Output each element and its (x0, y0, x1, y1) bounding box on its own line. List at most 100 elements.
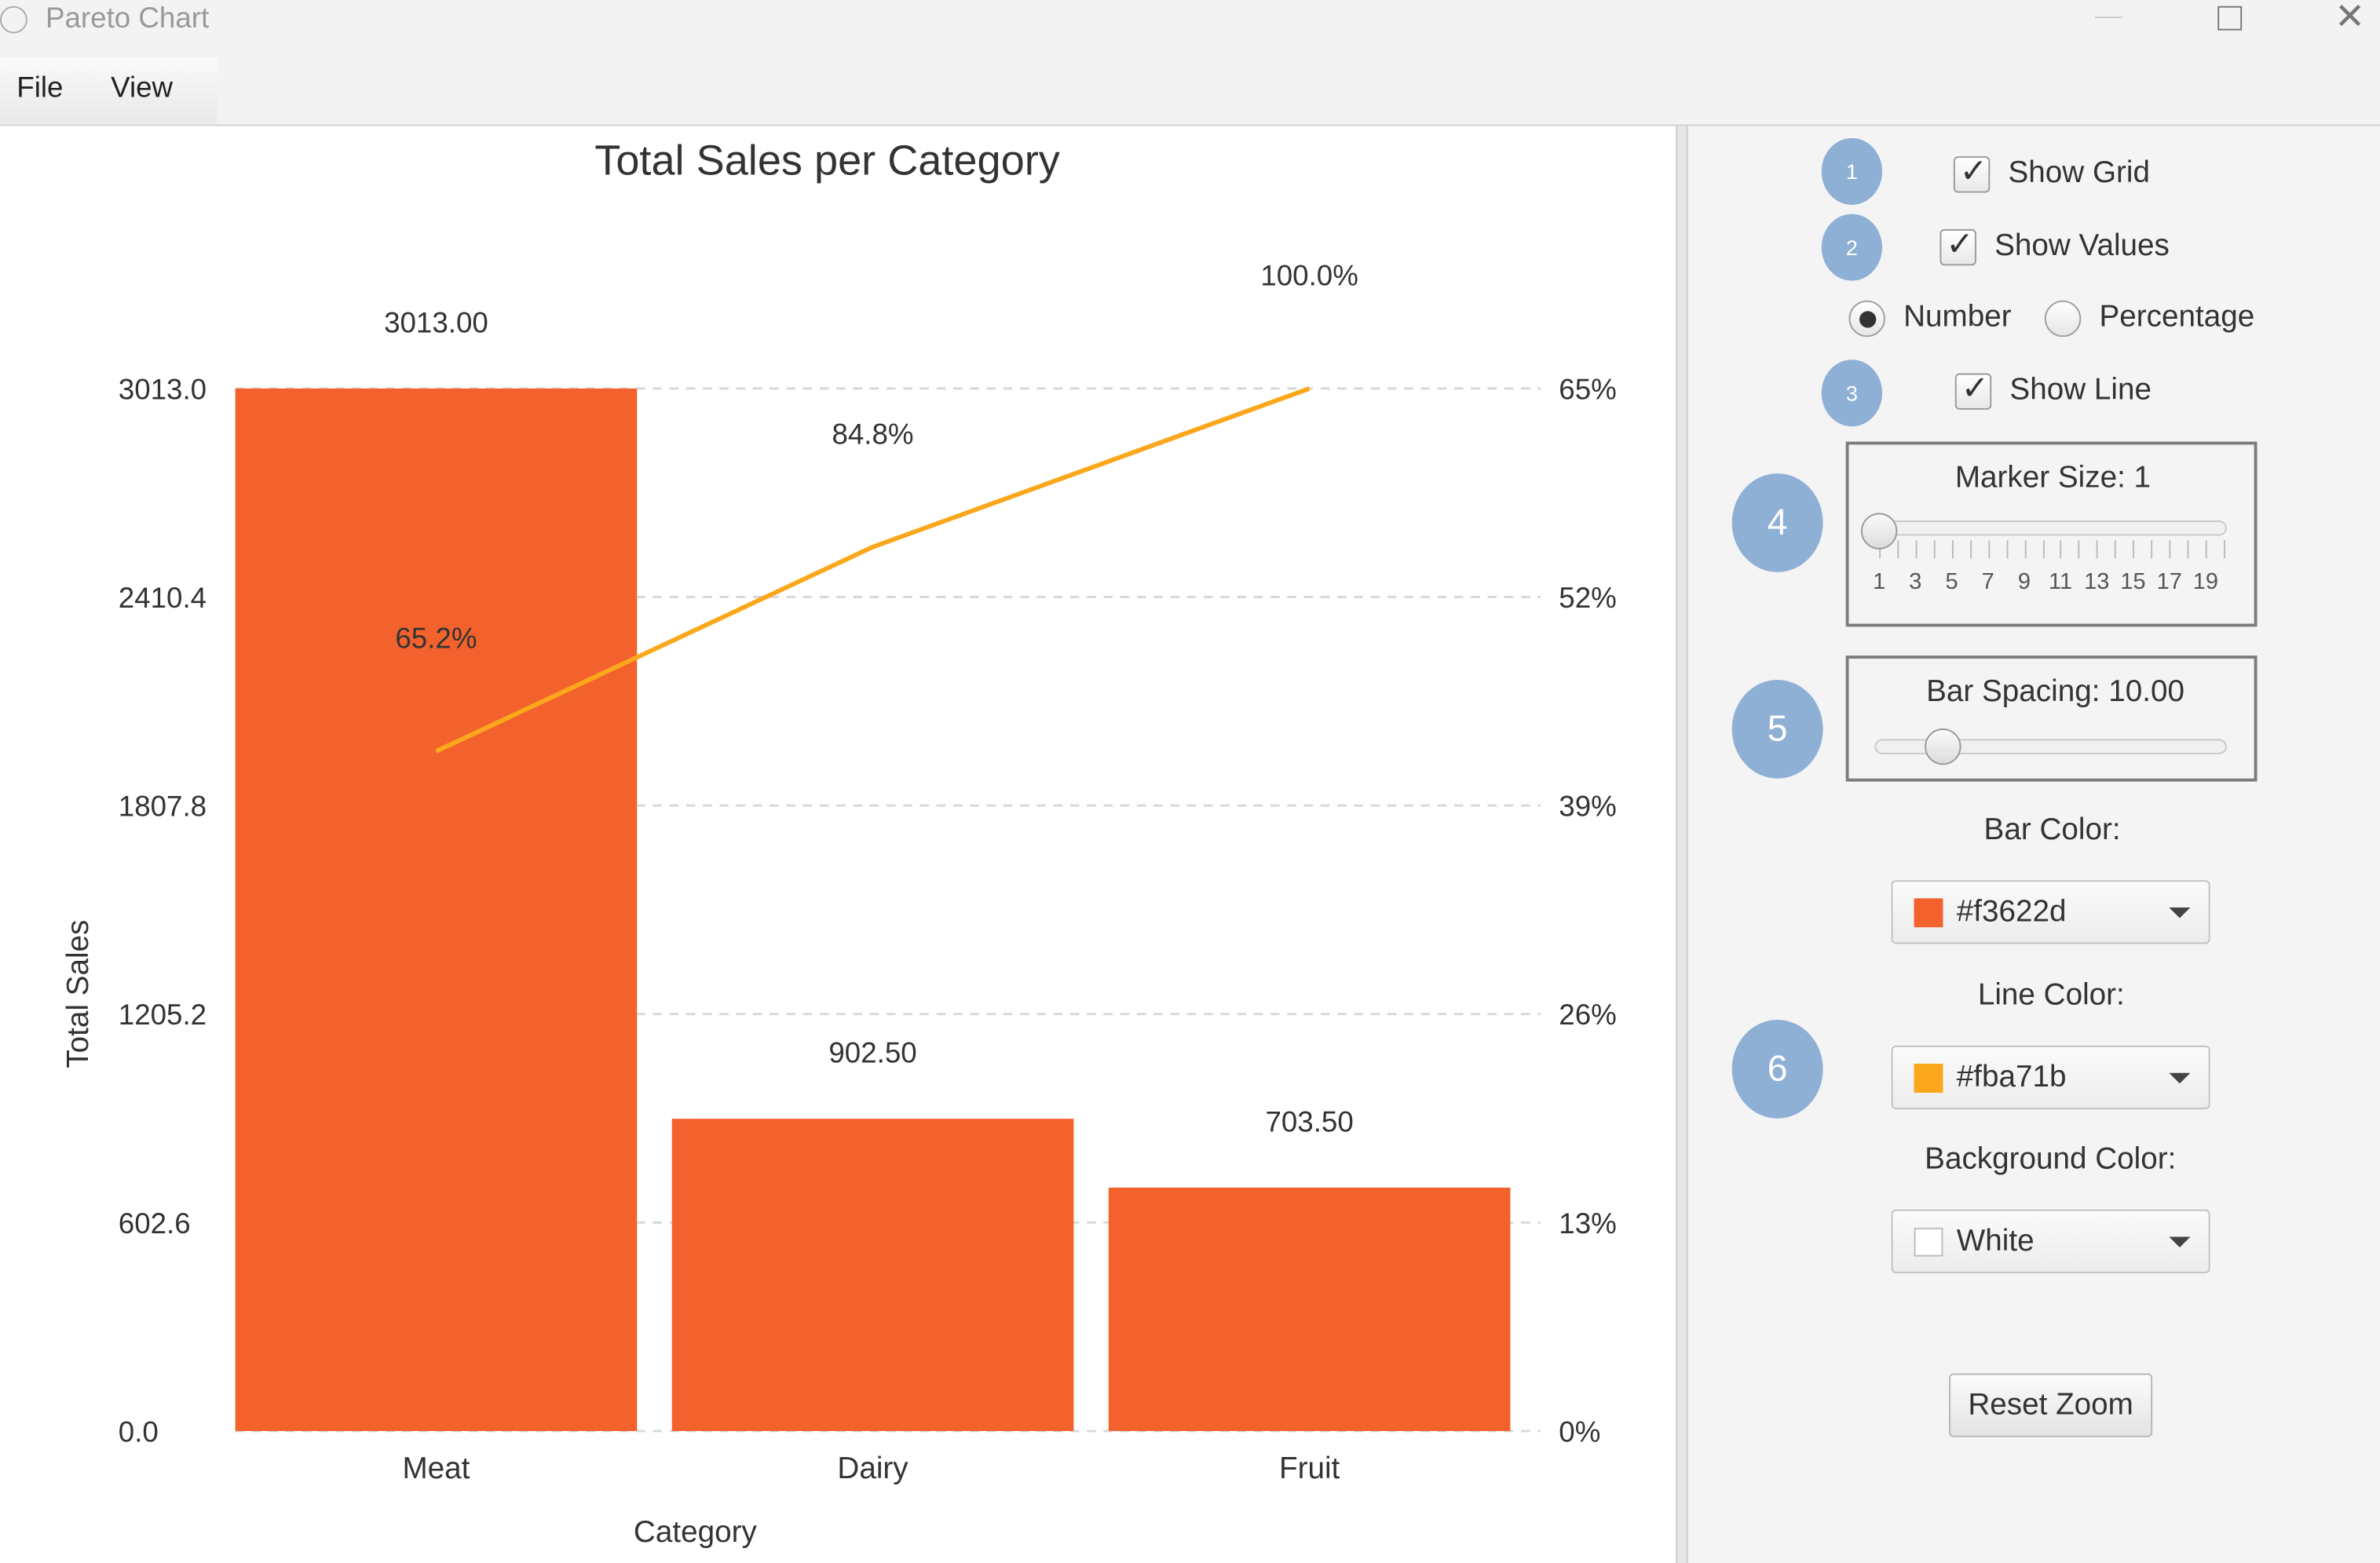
radio-percentage[interactable] (2044, 300, 2082, 338)
title-bar: Pareto Chart ✕ (0, 0, 2380, 58)
badge-1: 1 (1821, 137, 1883, 205)
menu-file[interactable]: File (16, 72, 64, 105)
slider-tick-label: 13 (2084, 568, 2110, 595)
chevron-down-icon (2169, 1072, 2191, 1084)
background-color-value: White (1956, 1225, 2035, 1258)
bar-dairy[interactable] (671, 1119, 1074, 1431)
slider-tick (2005, 540, 2008, 559)
slider-tick-label: 15 (2120, 568, 2146, 595)
slider-tick (1933, 540, 1936, 559)
x-tick-label: Meat (402, 1452, 470, 1485)
reset-zoom-button[interactable]: Reset Zoom (1949, 1373, 2153, 1437)
chevron-down-icon (2169, 907, 2191, 918)
badge-3: 3 (1821, 360, 1883, 427)
y-tick-label: 602.6 (119, 1207, 191, 1240)
app-icon (0, 5, 27, 34)
window-title: Pareto Chart (45, 2, 210, 35)
slider-tick (1879, 540, 1881, 559)
y-tick-label: 1205.2 (119, 999, 207, 1031)
slider-tick-label: 5 (1945, 568, 1958, 595)
bar-spacing-slider-thumb[interactable] (1925, 728, 1961, 765)
y2-tick-label: 52% (1559, 582, 1617, 614)
bar-value-label: 703.50 (1265, 1105, 1353, 1138)
slider-tick-label: 3 (1909, 568, 1922, 595)
close-button[interactable]: ✕ (2334, 0, 2365, 38)
y-tick-label: 2410.4 (119, 582, 207, 614)
slider-tick (2042, 540, 2044, 559)
marker-size-label: Marker Size: 1 (1954, 461, 2152, 495)
show-line-label: Show Line (2009, 373, 2152, 407)
slider-tick-label: 1 (1873, 568, 1886, 595)
slider-tick (2024, 540, 2026, 559)
bar-color-picker[interactable]: #f3622d (1891, 880, 2210, 944)
bar-color-swatch (1914, 898, 1943, 928)
slider-tick-label: 19 (2192, 568, 2219, 595)
background-color-swatch (1914, 1227, 1943, 1257)
y2-tick-label: 39% (1559, 791, 1617, 823)
maximize-button[interactable] (2217, 5, 2243, 31)
x-tick-label: Dairy (837, 1452, 908, 1485)
marker-size-group (1845, 441, 2258, 627)
background-color-label: Background Color: (1925, 1142, 2177, 1177)
y-tick-label: 1807.8 (119, 791, 207, 823)
bar-spacing-label: Bar Spacing: 10.00 (1926, 675, 2184, 709)
slider-tick (2187, 540, 2189, 559)
line-color-picker[interactable]: #fba71b (1891, 1045, 2210, 1110)
slider-tick-label: 17 (2156, 568, 2182, 595)
slider-tick (2097, 540, 2099, 559)
slider-tick (2169, 540, 2171, 559)
radio-number[interactable] (1848, 300, 1885, 338)
chevron-down-icon (2169, 1236, 2191, 1248)
bar-spacing-track[interactable] (1874, 739, 2227, 754)
pareto-chart: Total Sales per Category 0.0 602.6 1205.2 1… (61, 137, 1617, 1549)
slider-tick (1969, 540, 1972, 559)
menu-view[interactable]: View (111, 72, 174, 105)
line-color-label: Line Color: (1977, 978, 2125, 1013)
split-pane-divider[interactable] (1676, 126, 1688, 1563)
y2-tick-label: 13% (1559, 1207, 1617, 1240)
cumulative-percent-label: 65.2% (395, 623, 477, 655)
y2-tick-label: 0% (1559, 1415, 1600, 1448)
y-tick-label: 0.0 (119, 1415, 159, 1448)
background-color-picker[interactable]: White (1891, 1209, 2210, 1273)
y-tick-label: 3013.0 (119, 373, 207, 405)
bar-fruit[interactable] (1108, 1187, 1511, 1431)
show-values-label: Show Values (1994, 228, 2170, 263)
checkmark-icon: ✓ (1959, 152, 1988, 190)
x-tick-label: Fruit (1279, 1452, 1340, 1485)
chart-title: Total Sales per Category (594, 137, 1060, 184)
marker-size-slider-thumb[interactable] (1860, 513, 1898, 550)
radio-dot (1859, 311, 1877, 328)
checkmark-icon: ✓ (1946, 225, 1974, 263)
slider-tick (1987, 540, 1990, 559)
radio-number-label: Number (1903, 300, 2012, 334)
show-values-checkbox[interactable]: ✓ (1939, 225, 1976, 266)
y2-tick-label: 65% (1559, 373, 1617, 405)
line-color-swatch (1914, 1064, 1943, 1093)
slider-tick (1915, 540, 1918, 559)
x-axis-label: Category (634, 1515, 758, 1549)
y-axis-label: Total Sales (61, 920, 95, 1068)
slider-tick (2223, 540, 2225, 559)
badge-4: 4 (1731, 473, 1823, 572)
bar-spacing-group (1845, 656, 2258, 782)
show-grid-label: Show Grid (2008, 156, 2150, 190)
slider-tick-label: 7 (1981, 568, 1994, 595)
radio-percentage-label: Percentage (2099, 300, 2255, 334)
slider-tick (2078, 540, 2081, 559)
slider-tick (1951, 540, 1954, 559)
show-line-checkbox[interactable]: ✓ (1954, 369, 1992, 410)
bar-meat[interactable] (235, 388, 638, 1431)
marker-size-track[interactable] (1866, 520, 2227, 536)
slider-tick (2151, 540, 2153, 559)
slider-tick (1897, 540, 1899, 559)
bar-color-value: #f3622d (1956, 895, 2067, 929)
bar-value-label: 3013.00 (384, 306, 488, 338)
badge-6: 6 (1731, 1020, 1823, 1119)
y2-tick-label: 26% (1559, 999, 1617, 1031)
slider-tick (2115, 540, 2117, 559)
cumulative-percent-label: 84.8% (832, 418, 913, 450)
minimize-button[interactable] (2094, 16, 2122, 19)
slider-tick (2060, 540, 2063, 559)
show-grid-checkbox[interactable]: ✓ (1953, 152, 1991, 193)
